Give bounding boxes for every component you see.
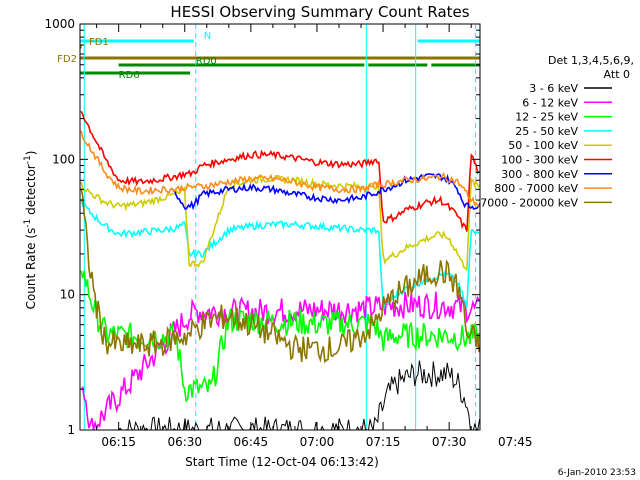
- x-tick-label: 07:45: [498, 435, 533, 449]
- legend-entry-50-100-kev: 50 - 100 keV: [508, 139, 578, 152]
- flag-bars: N FD1 FD2 RD0 RD6: [57, 31, 480, 81]
- y-axis-label-sup1: -1: [23, 219, 33, 228]
- legend-entry-100-300-kev: 100 - 300 keV: [501, 154, 578, 167]
- y-tick-label: 100: [52, 152, 75, 166]
- plot-frame: [79, 23, 481, 431]
- series-lines: [80, 110, 481, 432]
- footer-timestamp: 6-Jan-2010 23:53: [558, 468, 636, 478]
- y-axis-label-end: ): [24, 151, 38, 156]
- legend-entry-25-50-kev: 25 - 50 keV: [515, 125, 578, 138]
- series-line-800-7000-kev: [80, 130, 480, 207]
- series-line-25-50-kev: [80, 198, 480, 310]
- legend-entry-300-800-kev: 300 - 800 keV: [501, 168, 578, 181]
- series-line-300-800-kev: [170, 173, 481, 211]
- orbit-markers: [83, 24, 477, 430]
- y-axis-label-mid: detector: [24, 164, 38, 219]
- flag-label-fd1: FD1: [89, 37, 109, 48]
- x-tick-label: 07:00: [300, 435, 335, 449]
- y-tick-label: 1000: [44, 17, 75, 31]
- y-axis-label-main: Count Rate (s: [24, 228, 38, 310]
- x-tick-label: 06:30: [167, 435, 202, 449]
- flag-label-rd6: RD6: [119, 70, 140, 81]
- flag-label-rd0: RD0: [196, 56, 217, 67]
- legend-entry-7000-20000-kev: 7000 - 20000 keV: [480, 196, 578, 209]
- chart-title: HESSI Observing Summary Count Rates: [170, 3, 469, 21]
- flag-label-fd2: FD2: [57, 54, 77, 65]
- flag-label-n: N: [204, 31, 211, 42]
- y-axis-label: Count Rate (s-1 detector-1): [23, 151, 38, 310]
- legend-entry-3-6-kev: 3 - 6 keV: [529, 82, 578, 95]
- series-line-100-300-kev: [80, 110, 480, 232]
- x-axis-label: Start Time (12-Oct-04 06:13:42): [185, 455, 379, 469]
- y-tick-label: 10: [60, 288, 75, 302]
- y-axis-ticks: 1 10 100 1000: [44, 17, 480, 437]
- y-axis-label-sup2: -1: [23, 155, 33, 164]
- legend-header-line2: Att 0: [604, 68, 630, 81]
- legend-header-line1: Det 1,3,4,5,6,9,: [548, 54, 634, 67]
- series-line-3-6-kev: [118, 360, 481, 432]
- x-axis-ticks: 06:15 06:30 06:45 07:00 07:15 07:30 07:45: [96, 24, 533, 449]
- series-line-7000-20000-kev: [80, 188, 480, 364]
- legend-entry-12-25-kev: 12 - 25 keV: [515, 111, 578, 124]
- series-line-6-12-kev: [80, 291, 480, 431]
- series-line-50-100-kev: [80, 174, 480, 272]
- x-tick-label: 07:30: [432, 435, 467, 449]
- legend-entry-6-12-kev: 6 - 12 keV: [522, 96, 578, 109]
- x-tick-label: 07:15: [366, 435, 401, 449]
- x-tick-label: 06:45: [234, 435, 269, 449]
- y-tick-label: 1: [67, 423, 75, 437]
- x-tick-label: 06:15: [101, 435, 136, 449]
- legend-entry-800-7000-kev: 800 - 7000 keV: [494, 182, 578, 195]
